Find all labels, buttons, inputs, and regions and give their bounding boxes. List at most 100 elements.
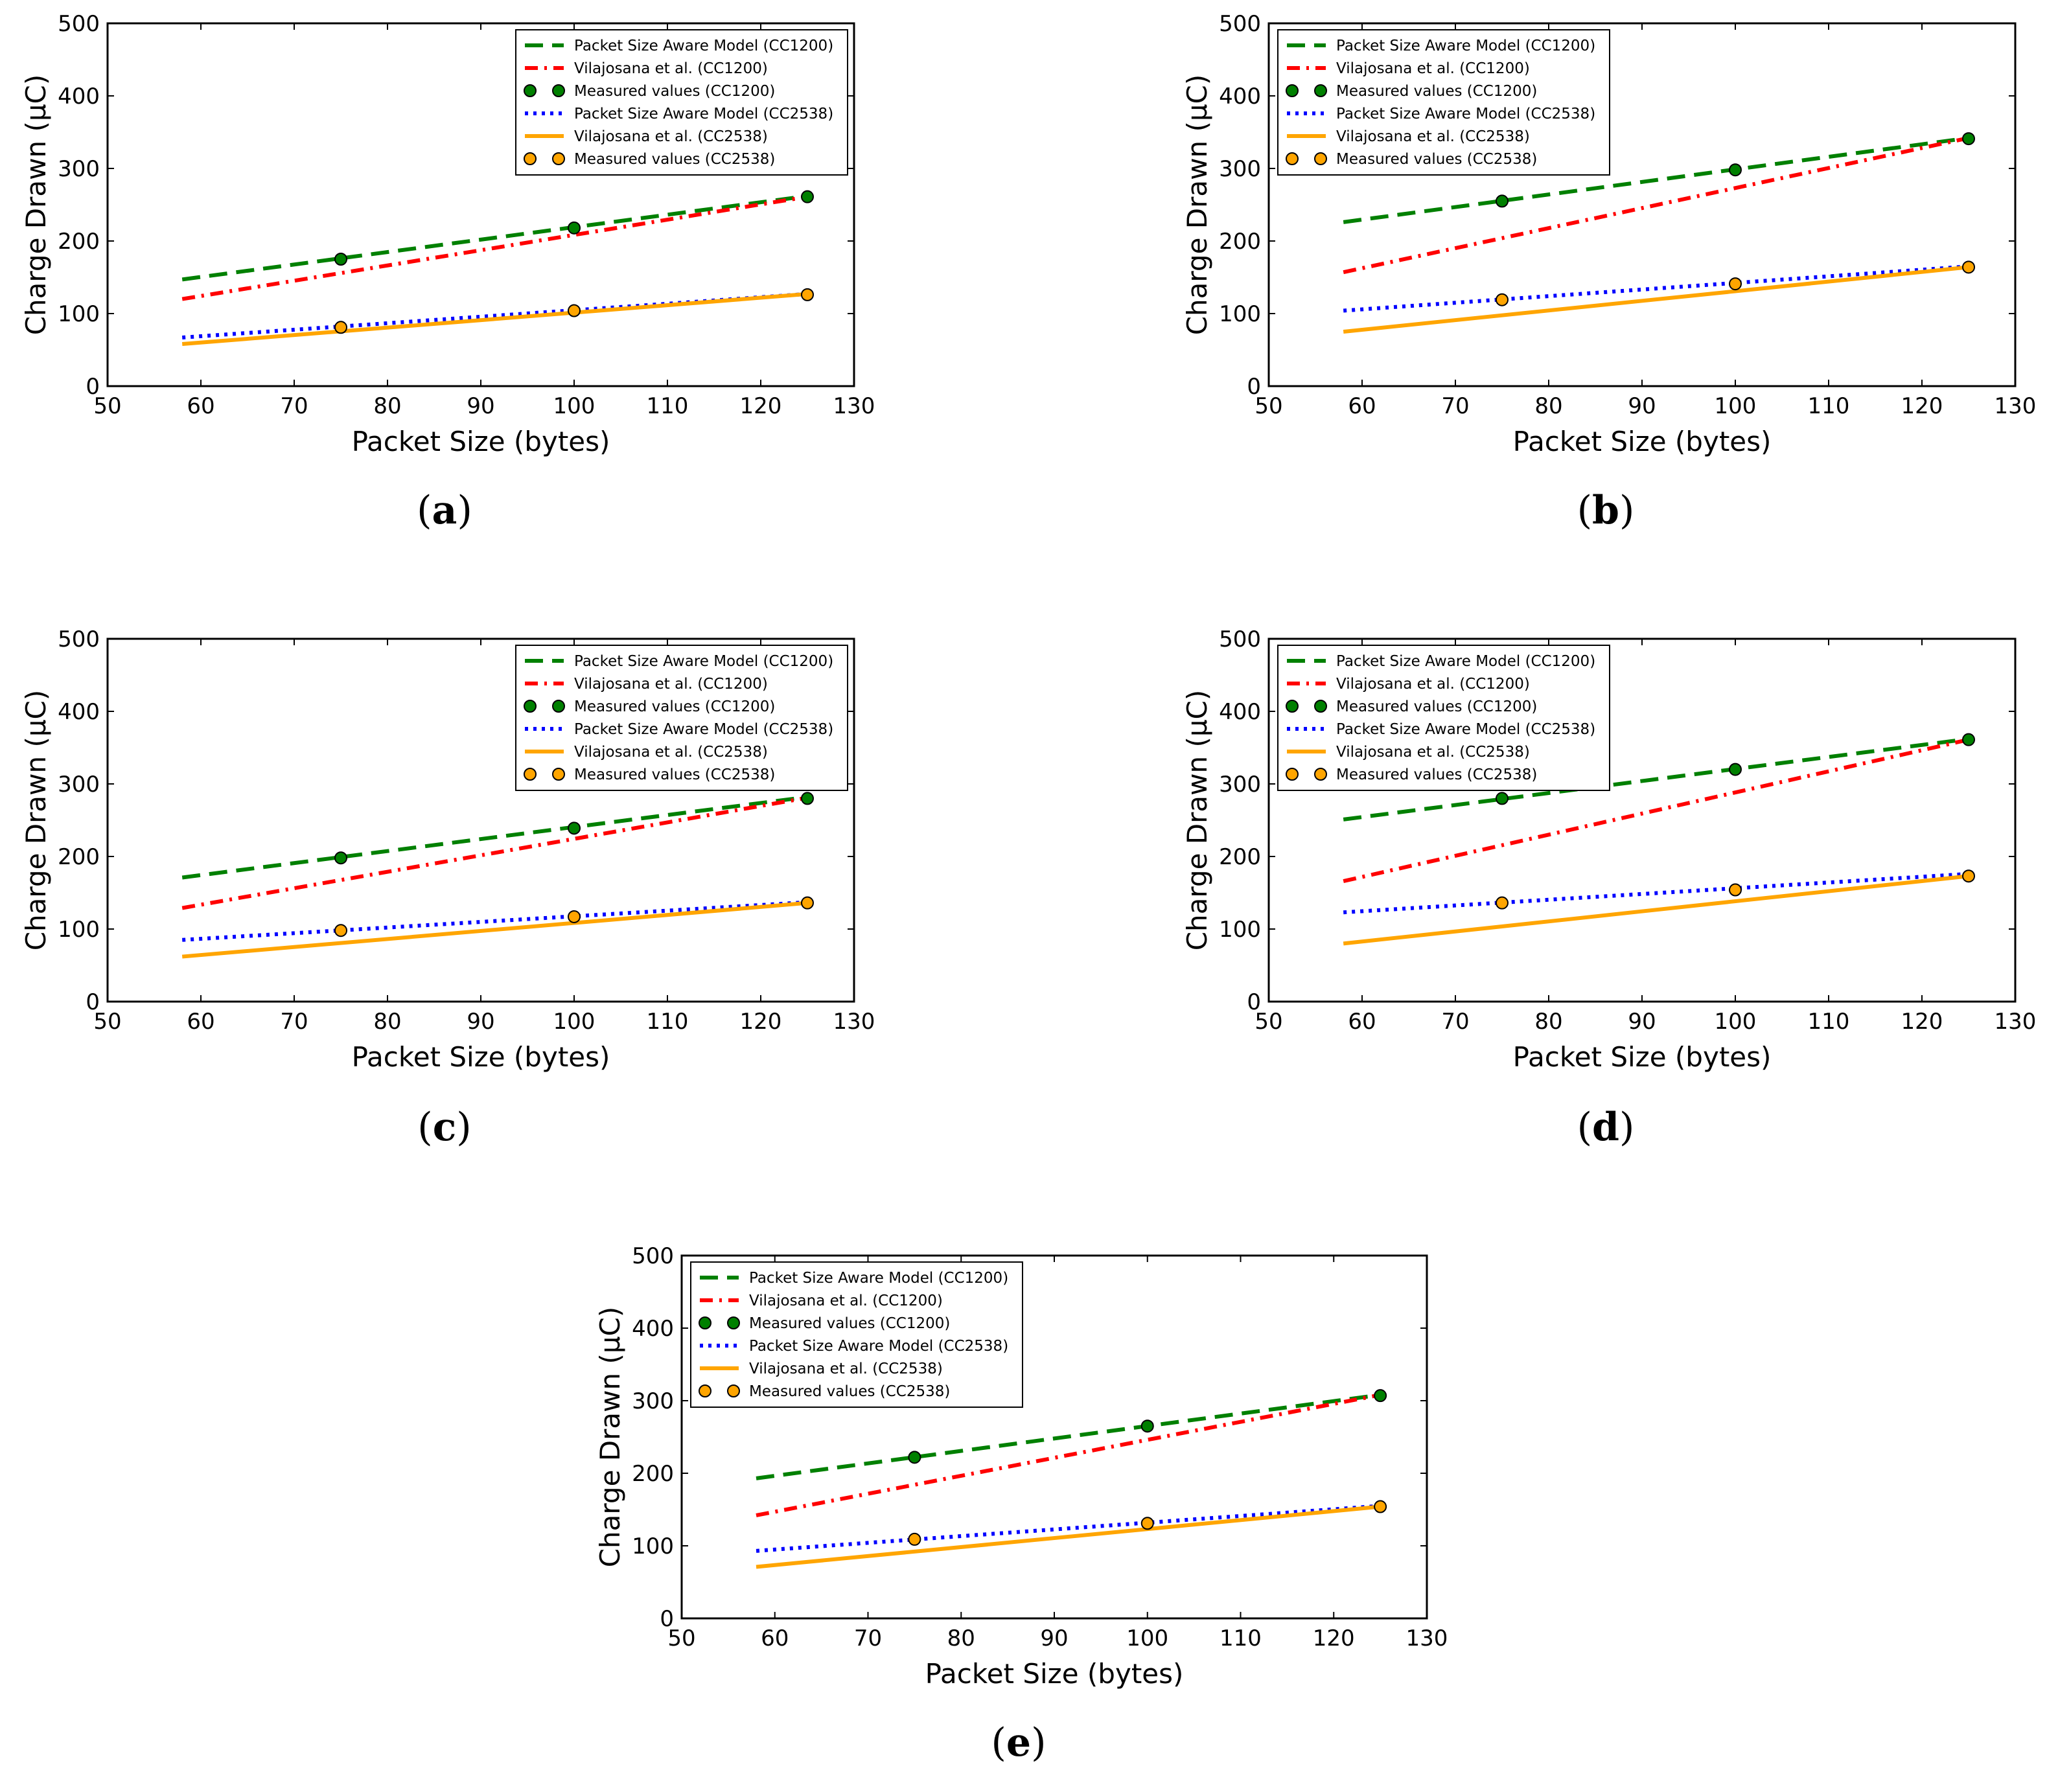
legend-marker (552, 152, 565, 165)
series-line (1343, 737, 1969, 821)
legend-marker (524, 768, 537, 781)
x-tick-label: 120 (1313, 1625, 1355, 1651)
legend-marker (699, 1316, 711, 1329)
x-tick-label: 90 (1040, 1625, 1068, 1651)
legend-label: Measured values (CC2538) (749, 1383, 950, 1400)
legend-marker (552, 768, 565, 781)
legend-label: Packet Size Aware Model (CC1200) (1336, 38, 1595, 54)
x-tick-label: 130 (833, 1009, 875, 1035)
legend-box (1277, 29, 1610, 176)
legend-box (1277, 645, 1610, 791)
x-tick-label: 90 (1628, 1009, 1656, 1035)
data-point (1496, 194, 1509, 208)
data-point (801, 896, 814, 910)
legend: Packet Size Aware Model (CC1200) Vilajosa… (515, 645, 848, 791)
caption-close-paren: ) (1619, 1105, 1634, 1150)
series-line (1343, 874, 1969, 946)
data-point (568, 304, 581, 317)
series-line (1343, 265, 1969, 334)
legend-label: Measured values (CC2538) (574, 766, 775, 783)
data-point (801, 792, 814, 805)
legend-label: Packet Size Aware Model (CC2538) (749, 1338, 1008, 1355)
y-tick-label: 300 (1219, 772, 1261, 798)
x-tick-label: 50 (93, 393, 121, 419)
y-tick-label: 200 (1219, 844, 1261, 870)
legend-marker (1286, 768, 1299, 781)
x-tick-label: 70 (280, 393, 308, 419)
x-tick-label: 70 (1441, 393, 1469, 419)
chart-panel-d: 50 60 70 80 90 100 110 120 130 0 100 200 300 400 500 Pa… (1181, 626, 2036, 1150)
y-axis-label: Charge Drawn (μC) (1181, 75, 1213, 336)
caption-open-paren: ( (417, 488, 432, 533)
data-point (568, 910, 581, 923)
legend-label: Vilajosana et al. (CC2538) (1336, 744, 1530, 761)
legend-label: Vilajosana et al. (CC1200) (574, 676, 768, 693)
y-tick-label: 200 (58, 844, 100, 870)
legend-label: Measured values (CC1200) (1336, 698, 1537, 715)
series-line (181, 292, 808, 339)
data-point (1729, 277, 1742, 291)
legend-label: Packet Size Aware Model (CC1200) (574, 38, 833, 54)
legend-marker (1314, 84, 1327, 97)
legend: Packet Size Aware Model (CC1200) Vilajosa… (1277, 29, 1610, 176)
y-tick-label: 0 (660, 1606, 674, 1632)
data-point (908, 1451, 921, 1464)
series-line (756, 1393, 1381, 1517)
data-point (1729, 883, 1742, 897)
data-point (568, 221, 581, 235)
series-line (181, 194, 808, 301)
x-tick-label: 60 (187, 1009, 214, 1035)
y-tick-label: 100 (58, 301, 100, 327)
legend-label: Measured values (CC1200) (574, 83, 775, 100)
legend-label: Vilajosana et al. (CC2538) (574, 744, 768, 761)
series-line (181, 796, 808, 910)
data-point (801, 190, 814, 203)
y-tick-label: 0 (86, 989, 100, 1015)
data-point (1140, 1419, 1154, 1433)
caption-close-paren: ) (456, 1105, 471, 1150)
y-tick-label: 200 (1219, 229, 1261, 255)
y-tick-label: 100 (58, 917, 100, 943)
data-point (1374, 1500, 1387, 1513)
x-tick-label: 100 (1715, 1009, 1757, 1035)
x-tick-label: 80 (1534, 393, 1562, 419)
legend-marker (524, 84, 537, 97)
x-tick-label: 120 (1901, 1009, 1943, 1035)
legend-label: Packet Size Aware Model (CC2538) (1336, 106, 1595, 122)
legend-marker (1314, 152, 1327, 165)
x-tick-label: 50 (1255, 393, 1282, 419)
y-tick-label: 200 (58, 229, 100, 255)
y-tick-label: 0 (1247, 989, 1261, 1015)
chart-panel-c: 50 60 70 80 90 100 110 120 130 0 100 200 300 400 500 Pa… (20, 626, 875, 1150)
caption-close-paren: ) (1619, 488, 1634, 533)
data-point (334, 924, 347, 937)
legend-label: Packet Size Aware Model (CC2538) (574, 721, 833, 738)
y-tick-label: 500 (58, 11, 100, 37)
x-tick-label: 110 (1808, 1009, 1850, 1035)
x-tick-label: 110 (647, 393, 689, 419)
series-line (1343, 737, 1969, 884)
y-tick-label: 400 (58, 84, 100, 109)
data-point (568, 821, 581, 835)
x-tick-label: 90 (467, 393, 494, 419)
legend-marker (1314, 700, 1327, 713)
legend-marker (727, 1316, 740, 1329)
legend: Packet Size Aware Model (CC1200) Vilajosa… (515, 29, 848, 176)
caption-letter: e (1006, 1720, 1031, 1765)
y-axis-label: Charge Drawn (μC) (20, 75, 52, 336)
legend-label: Packet Size Aware Model (CC1200) (574, 653, 833, 670)
x-tick-label: 130 (1995, 393, 2037, 419)
data-point (908, 1532, 921, 1546)
series-line (181, 194, 808, 282)
panel-caption: (b) (1577, 488, 1635, 533)
legend-label: Packet Size Aware Model (CC1200) (1336, 653, 1595, 670)
data-point (334, 253, 347, 266)
chart-panel-a: 50 60 70 80 90 100 110 120 130 0 100 200 300 400 500 Pa… (20, 11, 875, 533)
x-axis-label: Packet Size (bytes) (1513, 1041, 1772, 1073)
x-tick-label: 60 (187, 393, 214, 419)
legend-label: Vilajosana et al. (CC1200) (574, 60, 768, 77)
series-line (756, 1393, 1381, 1480)
x-tick-label: 50 (1255, 1009, 1282, 1035)
legend-label: Vilajosana et al. (CC2538) (749, 1361, 943, 1377)
y-tick-label: 300 (632, 1388, 674, 1414)
